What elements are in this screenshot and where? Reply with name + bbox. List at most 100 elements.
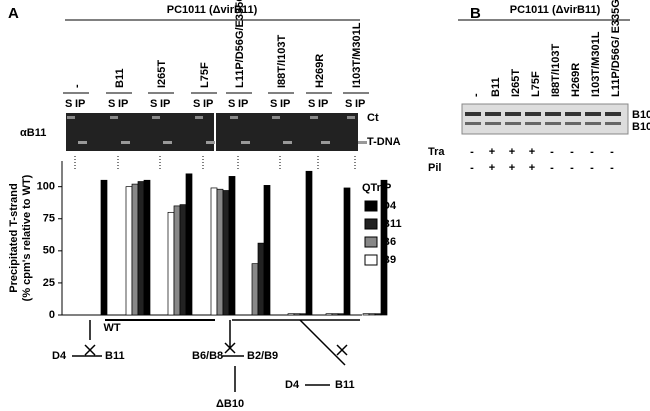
row-value: +: [489, 162, 495, 174]
band-label: B10*: [632, 121, 650, 133]
bar: [343, 187, 351, 316]
row-value: +: [509, 162, 515, 174]
lane-sub: S: [65, 98, 72, 110]
bar: [185, 173, 193, 316]
bar: [325, 313, 333, 316]
row-value: -: [570, 162, 574, 174]
gel-band: [585, 122, 601, 125]
row-value: -: [610, 162, 614, 174]
lane-sub: S: [150, 98, 157, 110]
lane-label: -: [71, 84, 83, 88]
bar: [257, 242, 265, 316]
lane-sub: IP: [118, 98, 128, 110]
y-axis-label: (% cpm's relative to WT): [21, 174, 33, 301]
row-label: Pil: [428, 162, 441, 174]
bar: [299, 313, 307, 316]
row-value: -: [470, 146, 474, 158]
gel-split: [214, 113, 216, 151]
gel-band: [206, 141, 215, 144]
legend-title: QTrIP: [362, 182, 391, 194]
row-value: -: [550, 146, 554, 158]
gel: [461, 103, 629, 135]
y-tick-label: 100: [37, 181, 55, 193]
lane-label: L75F: [530, 71, 542, 97]
gel-band: [525, 122, 541, 125]
gel-band: [585, 112, 601, 116]
bar: [305, 170, 313, 316]
bar: [331, 313, 339, 316]
bar: [374, 313, 382, 316]
lane-label: B11: [490, 77, 502, 97]
gel-band: [358, 141, 367, 144]
row-value: +: [509, 146, 515, 158]
scheme-text: B2/B9: [247, 350, 278, 362]
lane-sub: IP: [238, 98, 248, 110]
gel-band: [605, 122, 621, 125]
row-label: αB11: [20, 127, 46, 139]
row-value: -: [470, 162, 474, 174]
scheme-text: B11: [335, 379, 355, 391]
gel-band: [67, 116, 75, 119]
lane-sub: IP: [280, 98, 290, 110]
lane-label: H269R: [570, 63, 582, 97]
y-axis-label: Precipitated T-strand: [8, 183, 20, 292]
gel-band: [465, 122, 481, 125]
lane-sub: IP: [75, 98, 85, 110]
lane-sub: S: [193, 98, 200, 110]
gel: [66, 113, 358, 151]
bar: [173, 205, 181, 316]
y-tick-label: 0: [49, 309, 55, 321]
lane-label: I103T/M301L: [351, 22, 363, 88]
gel-band: [110, 116, 118, 119]
legend-swatch: [364, 200, 378, 212]
y-tick-label: 75: [43, 213, 55, 225]
gel-band: [321, 141, 330, 144]
bar: [228, 176, 236, 316]
gel-band: [525, 112, 541, 116]
arrows: [72, 319, 348, 392]
lane-label: L11P/D56G/E335G: [234, 0, 246, 88]
bar: [167, 211, 175, 316]
legend-label: B11: [382, 218, 402, 230]
bar: [131, 183, 139, 316]
gel-band: [505, 122, 521, 125]
scheme-text: D4: [285, 379, 300, 391]
gel-band: [241, 141, 250, 144]
lane-label: H269R: [314, 54, 326, 88]
wt-label: WT: [103, 322, 120, 334]
row-value: -: [590, 162, 594, 174]
legend-swatch: [364, 236, 378, 248]
gel-band: [283, 141, 292, 144]
bar: [143, 179, 151, 316]
lane-label: I88T/I103T: [276, 35, 288, 88]
bar: [368, 313, 376, 316]
row-value: -: [570, 146, 574, 158]
lane-sub: S: [308, 98, 315, 110]
strain-label: PC1011 (ΔvirB11): [167, 4, 258, 16]
lane-label: B11: [114, 68, 126, 88]
row-value: +: [489, 146, 495, 158]
row-label: Tra: [428, 146, 445, 158]
y-tick-label: 50: [43, 245, 55, 257]
legend-label: B6: [382, 236, 396, 248]
lane-label: I265T: [156, 60, 168, 88]
legend-swatch: [364, 254, 378, 266]
lane-sub: IP: [318, 98, 328, 110]
strain-label: PC1011 (ΔvirB11): [510, 4, 601, 16]
legend-label: B9: [382, 254, 396, 266]
bar: [210, 187, 218, 316]
lane-label: -: [470, 93, 482, 97]
y-tick-label: 25: [43, 277, 55, 289]
gel-band: [310, 116, 318, 119]
panel-label: B: [470, 5, 481, 22]
bar: [293, 313, 301, 316]
panel-label: A: [8, 5, 19, 22]
legend-label: D4: [382, 200, 397, 212]
gel-band: [545, 122, 561, 125]
lane-sub: IP: [203, 98, 213, 110]
bar: [362, 313, 370, 316]
bar: [222, 190, 230, 316]
row-value: -: [590, 146, 594, 158]
row-value: +: [529, 162, 535, 174]
